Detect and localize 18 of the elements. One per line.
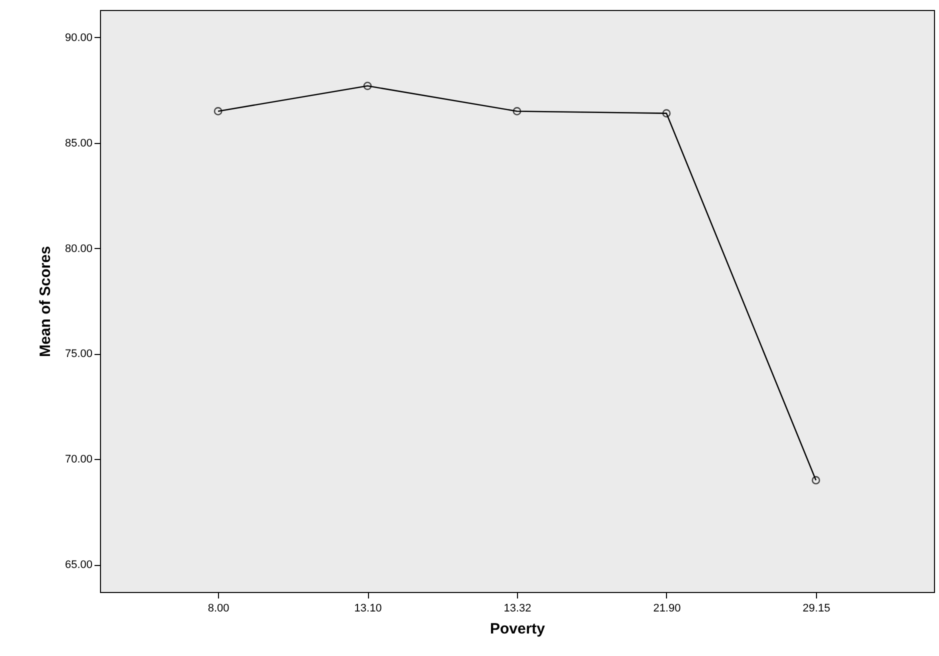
y-tick-label: 70.00 [64,454,92,466]
point [512,107,522,116]
x-tick-label: 8.00 [208,602,230,614]
y-tick-label: 65.00 [64,559,92,572]
y-tick-label: 85.00 [64,137,92,150]
x-tick-label: 13.10 [354,602,382,614]
x-tick-label: 13.32 [504,602,532,614]
point [812,476,820,484]
y-axis-title: Mean of Scores [36,246,54,357]
x-tick-label: 21.90 [653,602,681,614]
x-tick-label: 29.15 [802,602,830,614]
x-axis-title: Poverty [490,620,546,638]
y-tick-label: 90.00 [64,32,92,44]
y-tick-label: 80.00 [64,242,92,255]
point [662,109,671,118]
point [363,82,372,90]
point [214,107,222,116]
y-tick-label: 75.00 [64,348,92,360]
